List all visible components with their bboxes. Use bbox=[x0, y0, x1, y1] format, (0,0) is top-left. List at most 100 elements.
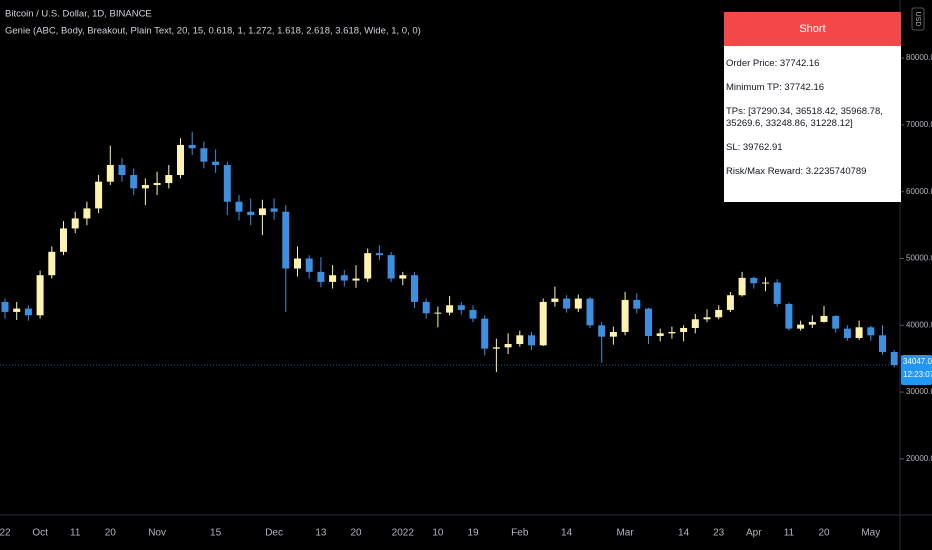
candle-body bbox=[1, 301, 9, 312]
x-tick-label: 10 bbox=[432, 528, 444, 539]
candle-body bbox=[36, 275, 44, 316]
candle-body bbox=[598, 325, 606, 337]
candle-body bbox=[165, 175, 173, 184]
candle-body bbox=[258, 208, 266, 216]
candle-body bbox=[621, 299, 629, 332]
candle-body bbox=[867, 327, 875, 336]
candle-body bbox=[504, 344, 512, 348]
candle-body bbox=[843, 328, 851, 338]
y-tick-label: 50000.00 bbox=[906, 254, 932, 263]
x-tick-label: May bbox=[861, 528, 880, 539]
panel-line: TPs: [37290.34, 36518.42, 35968.78, 3526… bbox=[726, 106, 883, 129]
candle-body bbox=[83, 208, 91, 219]
candle-body bbox=[563, 298, 571, 309]
candle-body bbox=[399, 275, 407, 279]
countdown-label: 12:23:07 bbox=[903, 370, 932, 379]
currency-label[interactable]: USD bbox=[914, 12, 921, 27]
candle-body bbox=[270, 208, 278, 212]
candle-body bbox=[200, 148, 208, 162]
candle-body bbox=[691, 319, 699, 328]
panel-line: Minimum TP: 37742.16 bbox=[726, 82, 825, 93]
candle-body bbox=[247, 211, 255, 216]
candle-body bbox=[832, 315, 840, 329]
candle-body bbox=[235, 201, 243, 212]
panel-line: Order Price: 37742.16 bbox=[726, 58, 820, 69]
y-tick-label: 40000.00 bbox=[906, 320, 932, 329]
candle-body bbox=[668, 331, 676, 334]
candle-body bbox=[703, 317, 711, 320]
x-tick-label: Dec bbox=[265, 528, 283, 539]
candle-body bbox=[212, 161, 220, 165]
candle-body bbox=[352, 278, 360, 281]
candle-body bbox=[422, 301, 430, 314]
candle-body bbox=[223, 164, 231, 202]
candle-body bbox=[680, 327, 688, 332]
candle-body bbox=[24, 308, 32, 316]
candle-body bbox=[177, 144, 184, 176]
candle-body bbox=[820, 315, 828, 322]
candle-body bbox=[539, 301, 547, 346]
y-tick-label: 70000.00 bbox=[906, 120, 932, 129]
candle-body bbox=[118, 164, 126, 176]
x-tick-label: Feb bbox=[511, 528, 529, 539]
candle-body bbox=[106, 164, 114, 182]
x-tick-label: 14 bbox=[561, 528, 573, 539]
candle-body bbox=[738, 277, 746, 296]
y-tick-label: 20000.00 bbox=[906, 454, 932, 463]
x-tick-label: 20 bbox=[350, 528, 362, 539]
candle-body bbox=[305, 258, 313, 272]
candle-body bbox=[387, 255, 395, 279]
signal-panel: Short Order Price: 37742.16 Minimum TP: 3… bbox=[724, 12, 901, 202]
candle-body bbox=[785, 303, 793, 329]
candle-body bbox=[773, 282, 781, 304]
candle-body bbox=[762, 282, 769, 284]
candle-body bbox=[130, 175, 138, 189]
candle-body bbox=[469, 309, 477, 319]
indicator-label: Genie (ABC, Body, Breakout, Plain Text, … bbox=[5, 26, 421, 37]
candle-body bbox=[633, 299, 641, 309]
candle-body bbox=[481, 318, 489, 349]
currency-box[interactable] bbox=[911, 7, 925, 31]
panel-line: SL: 39762.91 bbox=[726, 142, 783, 153]
candle-body bbox=[13, 308, 21, 312]
candle-body bbox=[457, 305, 465, 310]
x-tick-label: 2022 bbox=[392, 528, 415, 539]
candle-body bbox=[153, 183, 161, 186]
candle-body bbox=[645, 308, 652, 336]
x-tick-label: 20 bbox=[818, 528, 830, 539]
x-tick-label: Apr bbox=[746, 528, 762, 539]
candle-body bbox=[364, 253, 372, 279]
candle-body bbox=[609, 331, 617, 337]
candle-body bbox=[446, 305, 454, 313]
candle-body bbox=[60, 228, 67, 252]
x-tick-label: 19 bbox=[467, 528, 479, 539]
candle-body bbox=[294, 258, 301, 269]
candle-body bbox=[282, 211, 290, 269]
candle-body bbox=[797, 324, 805, 329]
x-tick-label: 14 bbox=[678, 528, 690, 539]
candle-body bbox=[411, 275, 418, 302]
candle-body bbox=[95, 181, 103, 209]
panel-line: Risk/Max Reward: 3.2235740789 bbox=[726, 166, 867, 177]
x-tick-label: 13 bbox=[315, 528, 327, 539]
candle-body bbox=[750, 277, 758, 284]
chart-title: Bitcoin / U.S. Dollar, 1D, BINANCE bbox=[5, 9, 152, 20]
candle-body bbox=[375, 253, 383, 256]
candle-body bbox=[715, 309, 723, 318]
y-tick-label: 30000.00 bbox=[906, 387, 932, 396]
candle-body bbox=[574, 298, 582, 309]
x-tick-label: Nov bbox=[148, 528, 166, 539]
candle-body bbox=[855, 327, 863, 338]
x-tick-label: 22 bbox=[0, 528, 11, 539]
candle-body bbox=[516, 335, 524, 345]
x-tick-label: Oct bbox=[32, 528, 48, 539]
candle-body bbox=[890, 352, 898, 366]
panel-header: Short bbox=[724, 12, 901, 46]
x-tick-label: 20 bbox=[105, 528, 117, 539]
last-price-box bbox=[901, 355, 932, 386]
candle-body bbox=[808, 321, 816, 325]
x-tick-label: 23 bbox=[713, 528, 725, 539]
candle-body bbox=[188, 144, 196, 149]
candle-body bbox=[141, 185, 149, 189]
